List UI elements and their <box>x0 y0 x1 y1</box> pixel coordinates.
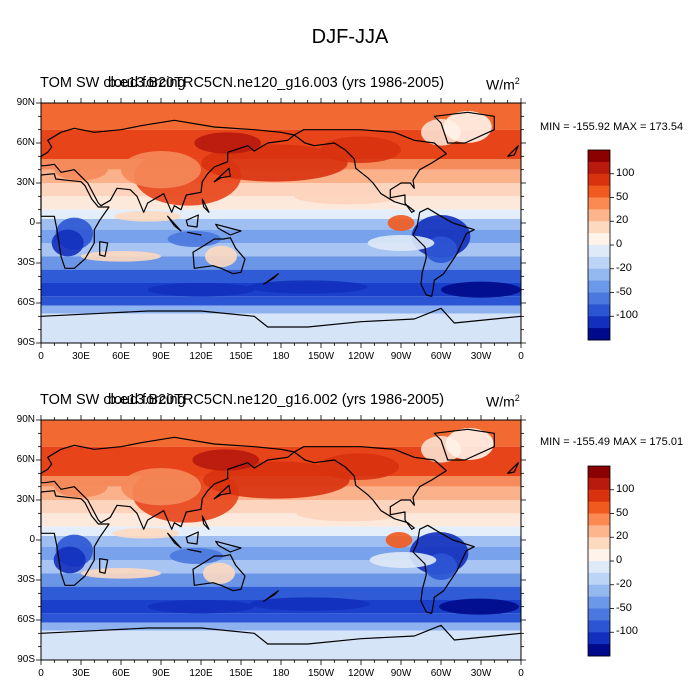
colorbar-swatch <box>588 292 610 305</box>
colorbar-swatch <box>588 328 610 341</box>
lon-tick-label: 90E <box>152 668 170 679</box>
colorbar-swatch <box>588 644 610 657</box>
panel-1-case-label: b.e13.B20TRC5CN.ne120_g16.003 (yrs 1986-… <box>108 75 445 91</box>
lon-tick-label: 30E <box>72 668 90 679</box>
colorbar-swatch <box>588 608 610 621</box>
lon-tick-label: 30E <box>72 351 90 362</box>
colorbar-swatch <box>588 268 610 282</box>
lon-tick-label: 0 <box>38 668 44 679</box>
lat-tick-label: 30S <box>17 574 35 585</box>
lon-tick-label: 60W <box>430 351 452 362</box>
lon-tick-label: 180 <box>272 351 290 362</box>
lat-tick-label: 60S <box>17 297 35 308</box>
lat-tick-label: 90N <box>16 97 35 108</box>
colorbar-swatch <box>588 489 610 503</box>
colorbar-swatch <box>588 549 610 562</box>
colorbar-swatch <box>588 245 610 258</box>
lon-tick-label: 30W <box>470 351 492 362</box>
lat-tick-label: 90N <box>16 414 35 425</box>
lon-tick-label: 120W <box>347 668 375 679</box>
colorbar-swatch <box>588 466 610 479</box>
colorbar-label: -50 <box>616 285 632 298</box>
lat-tick-label: 90S <box>17 337 35 348</box>
colorbar-swatch <box>588 280 610 293</box>
colorbar-swatch <box>588 596 610 609</box>
colorbar-swatch <box>588 525 610 538</box>
colorbar-label: -20 <box>616 261 632 274</box>
lat-tick-label: 30S <box>17 257 35 268</box>
lon-tick-label: 0 <box>518 351 524 362</box>
lon-tick-label: 120E <box>189 668 213 679</box>
lat-tick-label: 90S <box>17 654 35 665</box>
panel-2-case-label: b.e13.B20TRC5CN.ne120_g16.002 (yrs 1986-… <box>108 392 445 408</box>
lon-tick-label: 180 <box>272 668 290 679</box>
panel-2-overlap-label: TOM SW cloud forcing <box>40 392 186 408</box>
colorbar-swatch <box>588 477 610 491</box>
panel-1-units: W/m2 <box>486 76 520 93</box>
colorbar-label: -100 <box>616 309 639 322</box>
lon-tick-label: 90E <box>152 351 170 362</box>
colorbar-label: 20 <box>616 214 629 227</box>
lon-tick-label: 150E <box>229 351 253 362</box>
colorbar-swatch <box>588 233 610 246</box>
lat-tick-label: 60S <box>17 614 35 625</box>
lon-tick-label: 90W <box>390 668 412 679</box>
colorbar-swatch <box>588 221 610 234</box>
lat-tick-label: 60N <box>16 137 35 148</box>
colorbar-label: -50 <box>616 601 632 614</box>
colorbar-label: 50 <box>616 506 629 519</box>
panel-2-minmax: MIN = -155.49 MAX = 175.01 <box>540 436 684 448</box>
lon-tick-label: 90W <box>390 351 412 362</box>
lat-tick-label: 60N <box>16 454 35 465</box>
colorbar-label: 100 <box>616 482 635 495</box>
colorbar-swatch <box>588 256 610 270</box>
lon-tick-label: 0 <box>38 351 44 362</box>
colorbar-swatch <box>588 501 610 514</box>
lat-tick-label: 30N <box>16 494 35 505</box>
lon-tick-label: 60W <box>430 668 452 679</box>
colorbar-swatch <box>588 304 610 317</box>
panel-2-units: W/m2 <box>486 393 520 410</box>
colorbar-label: 20 <box>616 530 629 543</box>
colorbar-swatch <box>588 620 610 633</box>
lon-tick-label: 120W <box>347 351 375 362</box>
colorbar-swatch <box>588 316 610 329</box>
colorbar-label: 100 <box>616 166 635 179</box>
colorbar-swatch <box>588 561 610 574</box>
lat-tick-label: 0 <box>29 217 35 228</box>
colorbar-label: 0 <box>616 554 623 566</box>
lat-tick-label: 30N <box>16 177 35 188</box>
lon-tick-label: 150W <box>307 668 335 679</box>
panel-1-map <box>36 98 526 348</box>
colorbar-swatch <box>588 161 610 175</box>
lon-tick-label: 150W <box>307 351 335 362</box>
colorbar-swatch <box>588 572 610 586</box>
lon-tick-label: 30W <box>470 668 492 679</box>
colorbar-swatch <box>588 513 610 526</box>
colorbar-label: -100 <box>616 625 639 638</box>
colorbar-label: 50 <box>616 190 629 203</box>
colorbar-swatch <box>588 209 610 222</box>
lon-tick-label: 60E <box>112 351 130 362</box>
lon-tick-label: 120E <box>189 351 213 362</box>
panel-2-colorbar <box>587 465 614 657</box>
panel-1-minmax: MIN = -155.92 MAX = 173.54 <box>540 121 684 133</box>
colorbar-label: -20 <box>616 577 632 590</box>
colorbar-swatch <box>588 185 610 198</box>
colorbar-swatch <box>588 197 610 210</box>
panel-1-colorbar <box>587 149 614 341</box>
colorbar-label: 0 <box>616 238 623 250</box>
colorbar-swatch <box>588 150 610 163</box>
panel-2-map <box>36 415 526 665</box>
colorbar-swatch <box>588 632 610 645</box>
colorbar-swatch <box>588 173 610 187</box>
colorbar-swatch <box>588 584 610 598</box>
lon-tick-label: 0 <box>518 668 524 679</box>
lat-tick-label: 0 <box>29 534 35 545</box>
figure-title: DJF-JJA <box>311 26 389 48</box>
lon-tick-label: 60E <box>112 668 130 679</box>
panel-1-overlap-label: TOM SW cloud forcing <box>40 75 186 91</box>
lon-tick-label: 150E <box>229 668 253 679</box>
colorbar-swatch <box>588 537 610 550</box>
